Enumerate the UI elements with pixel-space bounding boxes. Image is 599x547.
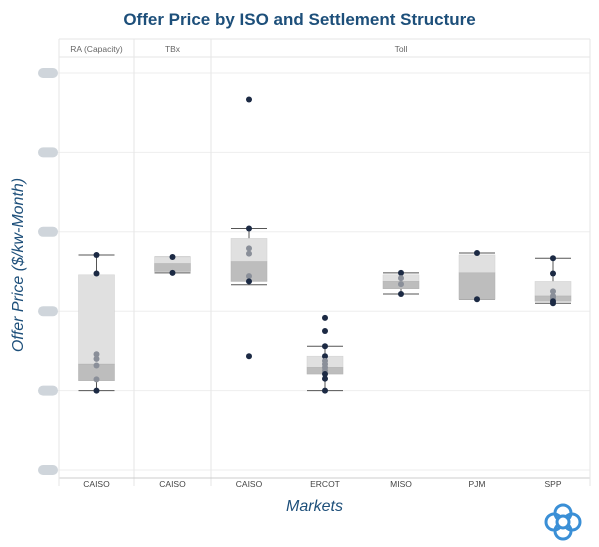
data-point (93, 387, 100, 394)
data-point (398, 269, 404, 276)
data-point (322, 328, 328, 335)
box-upper (458, 254, 496, 274)
data-point (550, 300, 556, 307)
data-point (169, 253, 176, 260)
x-tick-label: CAISO (159, 479, 186, 489)
data-point (550, 255, 556, 262)
data-point (246, 225, 252, 232)
y-axis-label: Offer Price ($/kw-Month) (10, 177, 27, 353)
x-tick-label: CAISO (236, 479, 263, 489)
box-upper (78, 274, 115, 365)
data-point (246, 273, 252, 280)
data-point (93, 251, 100, 258)
data-point (398, 275, 404, 282)
data-point (398, 281, 404, 288)
data-point (169, 269, 176, 276)
logo-center (555, 514, 571, 530)
data-point (322, 387, 328, 394)
box-lower (458, 272, 496, 300)
data-point (246, 250, 252, 257)
y-tick-label-redacted (38, 465, 58, 475)
facet-label: TBx (165, 44, 181, 54)
x-axis-label: Markets (286, 498, 343, 515)
data-point (322, 353, 328, 360)
data-point (474, 249, 480, 256)
chart-title: Offer Price by ISO and Settlement Struct… (123, 10, 476, 29)
data-point (398, 290, 404, 297)
data-point (322, 343, 328, 350)
y-tick-label-redacted (38, 385, 58, 396)
data-point (474, 296, 480, 303)
data-point (93, 351, 100, 358)
data-point (93, 355, 100, 362)
y-tick-label-redacted (38, 226, 58, 237)
logo-icon (544, 503, 582, 541)
data-point (550, 270, 556, 277)
data-point (322, 371, 328, 378)
data-point (93, 376, 100, 383)
facet-label: Toll (395, 44, 408, 54)
data-point (322, 375, 328, 382)
data-point (322, 314, 328, 321)
x-tick-label: PJM (469, 479, 486, 489)
y-tick-label-redacted (38, 306, 58, 317)
data-point (93, 270, 100, 277)
x-tick-label: SPP (544, 479, 561, 489)
data-point (246, 245, 252, 252)
x-tick-label: CAISO (83, 479, 110, 489)
data-point (246, 353, 252, 360)
facet-label: RA (Capacity) (70, 44, 123, 54)
x-tick-label: MISO (390, 479, 412, 489)
data-point (93, 362, 100, 369)
y-tick-label-redacted (38, 147, 58, 158)
data-point (550, 288, 556, 295)
data-point (246, 278, 252, 285)
y-tick-label-redacted (38, 68, 58, 78)
data-point (246, 96, 252, 103)
x-tick-label: ERCOT (310, 479, 340, 489)
